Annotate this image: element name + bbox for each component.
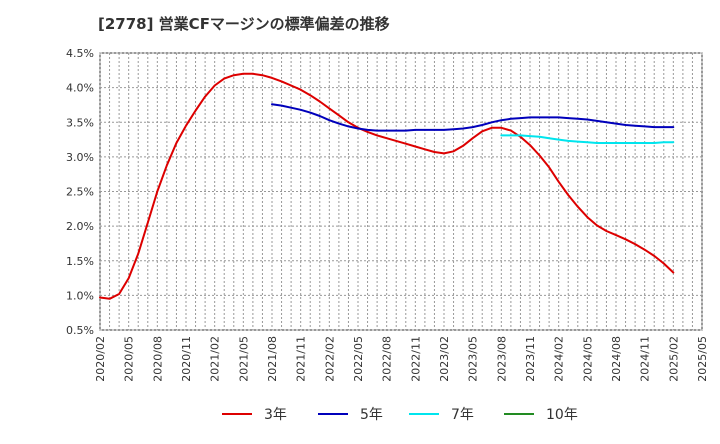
x-tick-label: 2023/05: [467, 336, 480, 382]
y-tick-label: 4.5%: [66, 47, 94, 60]
x-tick-label: 2021/11: [295, 336, 308, 382]
y-tick-label: 2.5%: [66, 186, 94, 199]
x-tick-label: 2021/05: [237, 336, 250, 382]
x-tick-label: 2022/02: [323, 336, 336, 382]
x-tick-label: 2020/05: [123, 336, 136, 382]
y-tick-label: 1.5%: [66, 255, 94, 268]
x-tick-label: 2021/02: [209, 336, 222, 382]
x-tick-label: 2024/08: [610, 336, 623, 382]
y-tick-label: 3.5%: [66, 116, 94, 129]
legend-label: 10年: [546, 407, 578, 423]
x-tick-label: 2022/08: [381, 336, 394, 382]
y-tick-label: 4.0%: [66, 82, 94, 95]
x-tick-label: 2023/08: [495, 336, 508, 382]
x-tick-label: 2022/11: [409, 336, 422, 382]
x-tick-label: 2020/11: [180, 336, 193, 382]
series-lines: [99, 72, 675, 300]
x-tick-label: 2025/02: [667, 336, 680, 382]
legend: 3年 5年 7年 10年: [222, 407, 578, 423]
y-tick-label: 3.0%: [66, 151, 94, 164]
x-tick-label: 2024/11: [639, 336, 652, 382]
series-line-5年: [271, 103, 675, 132]
x-tick-label: 2023/11: [524, 336, 537, 382]
x-tick-label: 2024/02: [553, 336, 566, 382]
x-tick-label: 2020/08: [151, 336, 164, 382]
x-axis-ticks: 2020/02 2020/05 2020/08 2020/11 2021/02 2021/…: [94, 336, 709, 382]
y-tick-label: 1.0%: [66, 289, 94, 302]
series-line-3年: [99, 72, 675, 300]
legend-label: 5年: [360, 407, 383, 423]
legend-label: 7年: [451, 407, 474, 423]
x-tick-label: 2020/02: [94, 336, 107, 382]
legend-label: 3年: [264, 407, 287, 423]
y-axis-ticks: 0.5% 1.0% 1.5% 2.0% 2.5% 3.0% 3.5% 4.0% 4.5%: [66, 47, 94, 337]
x-tick-label: 2023/02: [438, 336, 451, 382]
x-tick-label: 2022/05: [352, 336, 365, 382]
x-tick-label: 2021/08: [266, 336, 279, 382]
series-line-7年: [500, 134, 675, 144]
y-tick-label: 0.5%: [66, 324, 94, 337]
x-tick-label: 2024/05: [581, 336, 594, 382]
x-tick-label: 2025/05: [696, 336, 709, 382]
y-tick-label: 2.0%: [66, 220, 94, 233]
chart-title: [2778] 営業CFマージンの標準偏差の推移: [98, 15, 390, 33]
